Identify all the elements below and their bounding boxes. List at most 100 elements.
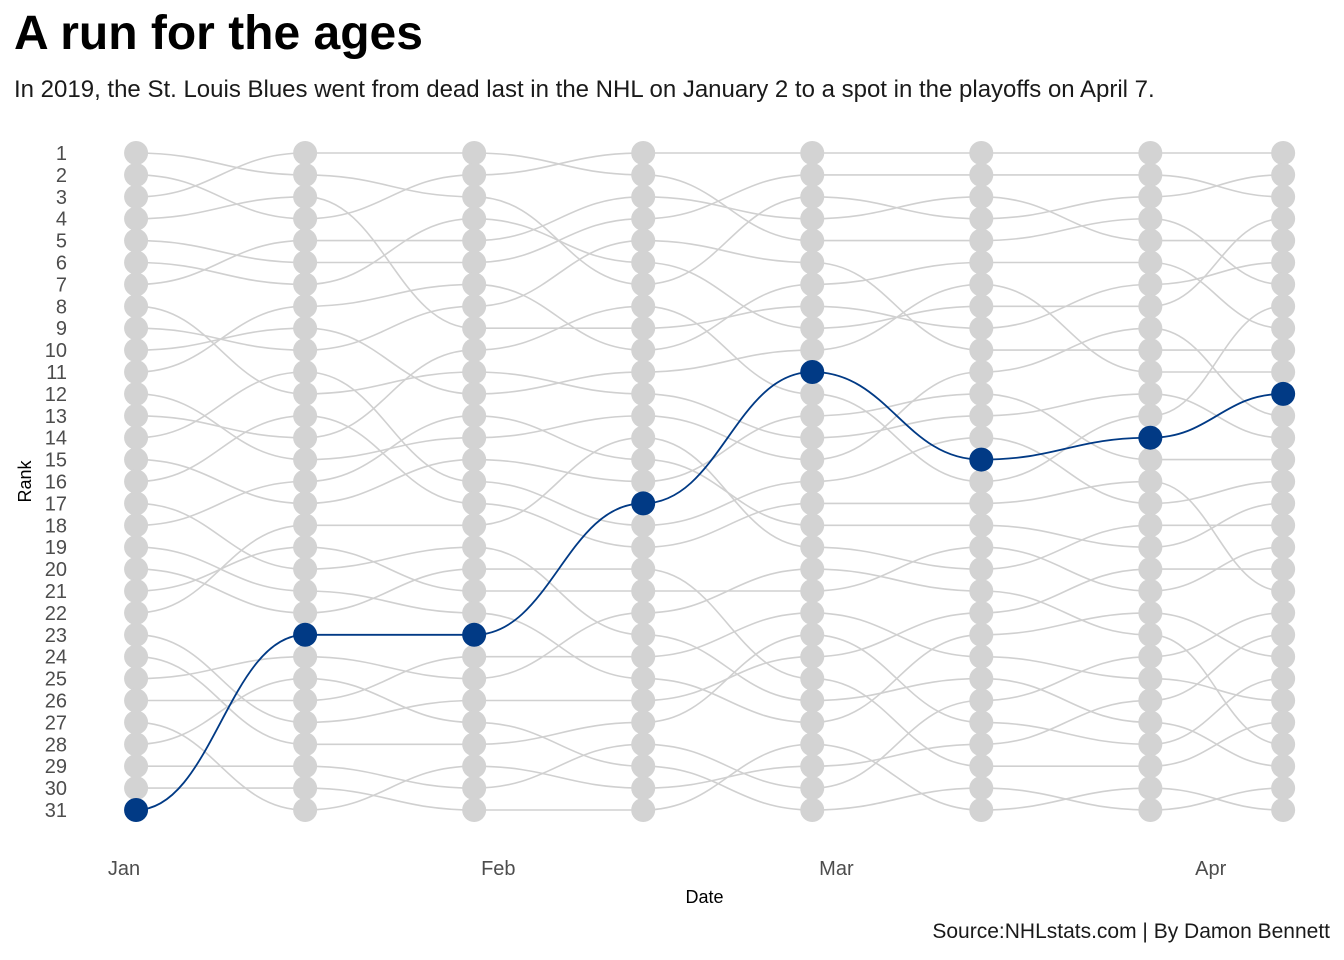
y-tick-label: 31 <box>45 800 67 822</box>
team-line <box>136 568 1284 768</box>
team-point <box>1271 272 1296 297</box>
team-point <box>631 162 656 187</box>
team-point <box>969 622 994 647</box>
team-point <box>631 360 656 384</box>
y-tick-label: 12 <box>45 384 67 406</box>
team-point <box>800 403 825 428</box>
team-line <box>136 195 1284 330</box>
team-point <box>293 710 318 735</box>
team-line <box>136 743 1284 811</box>
team-point <box>800 272 825 297</box>
team-point <box>800 535 825 560</box>
team-point <box>462 579 487 603</box>
team-point <box>631 666 656 691</box>
team-point <box>293 162 318 187</box>
team-point <box>969 250 994 275</box>
background-lines <box>136 152 1284 811</box>
team-point <box>293 732 318 757</box>
team-line <box>136 546 1284 592</box>
team-point <box>462 666 487 691</box>
y-tick-label: 14 <box>45 428 67 450</box>
team-point <box>1271 798 1296 822</box>
team-point <box>1138 272 1163 297</box>
team-point <box>293 403 318 428</box>
team-point <box>293 294 318 319</box>
y-tick-label: 5 <box>56 231 67 253</box>
team-point <box>124 666 149 691</box>
team-point <box>1271 206 1296 231</box>
team-point <box>462 469 487 494</box>
team-point <box>293 469 318 494</box>
team-point <box>293 447 318 472</box>
team-point <box>631 425 656 450</box>
y-tick-label: 2 <box>56 165 67 187</box>
team-point <box>293 688 318 713</box>
team-point <box>462 557 487 582</box>
team-point <box>1138 184 1163 209</box>
team-line <box>136 174 1284 264</box>
y-tick-label: 21 <box>45 581 67 603</box>
team-point <box>124 732 149 757</box>
team-point <box>1138 710 1163 735</box>
team-point <box>462 644 487 669</box>
team-point <box>293 535 318 560</box>
team-point <box>1271 600 1296 625</box>
y-tick-label: 7 <box>56 274 67 296</box>
team-point <box>293 338 318 363</box>
team-point <box>969 732 994 757</box>
team-point <box>293 228 318 253</box>
team-point <box>969 710 994 735</box>
team-point <box>800 141 825 165</box>
team-point <box>1138 206 1163 231</box>
team-point <box>800 776 825 801</box>
team-point <box>631 250 656 275</box>
blues-point <box>293 622 318 647</box>
team-point <box>800 732 825 757</box>
team-point <box>293 184 318 209</box>
x-tick-labels: Jan Feb Mar Apr <box>108 858 1227 880</box>
team-point <box>969 425 994 450</box>
team-point <box>124 600 149 625</box>
team-point <box>462 360 487 384</box>
team-line <box>136 414 1284 592</box>
y-tick-label: 10 <box>45 340 67 362</box>
team-point <box>293 513 318 538</box>
y-tick-label: 4 <box>56 209 67 231</box>
team-point <box>124 754 149 779</box>
team-point <box>293 754 318 779</box>
team-point <box>462 206 487 231</box>
team-point <box>631 206 656 231</box>
background-points <box>124 141 1296 822</box>
team-point <box>969 644 994 669</box>
source-caption: Source:NHLstats.com | By Damon Bennett <box>932 920 1330 943</box>
team-point <box>631 622 656 647</box>
team-point <box>124 403 149 428</box>
team-point <box>969 206 994 231</box>
team-point <box>969 557 994 582</box>
x-axis-title: Date <box>685 887 723 907</box>
team-point <box>631 798 656 822</box>
team-line <box>136 414 1284 549</box>
team-point <box>631 513 656 538</box>
team-point <box>631 184 656 209</box>
team-point <box>1138 798 1163 822</box>
team-point <box>1271 688 1296 713</box>
team-point <box>1138 162 1163 187</box>
team-point <box>1138 381 1163 406</box>
team-point <box>1138 579 1163 603</box>
team-point <box>1138 338 1163 363</box>
team-point <box>1138 754 1163 779</box>
team-point <box>969 798 994 822</box>
team-point <box>462 754 487 779</box>
team-point <box>969 491 994 516</box>
highlight-points <box>124 360 1296 822</box>
team-point <box>124 294 149 319</box>
team-point <box>124 469 149 494</box>
team-line <box>136 152 1284 286</box>
team-point <box>631 447 656 472</box>
team-point <box>1138 316 1163 341</box>
y-tick-label: 30 <box>45 778 67 800</box>
team-point <box>1138 644 1163 669</box>
team-point <box>293 381 318 406</box>
team-point <box>1138 469 1163 494</box>
